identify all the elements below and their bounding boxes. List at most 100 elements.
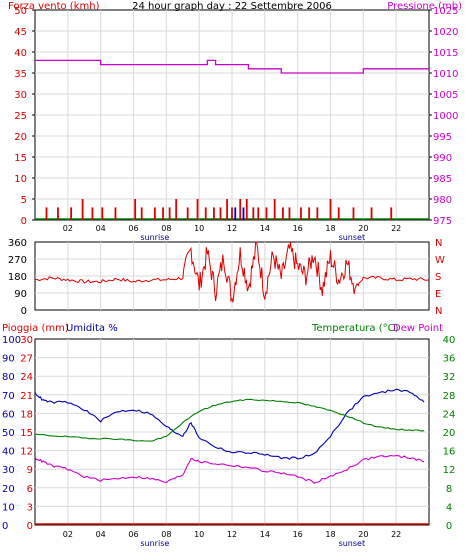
- humidity-tick-label: 90: [2, 354, 15, 365]
- humidity-tick-label: 70: [2, 391, 15, 402]
- temperature-tick-label: 4: [446, 502, 452, 513]
- hour-tick-label: 06: [128, 224, 138, 233]
- wind-bar: [370, 207, 373, 220]
- wind-bar: [114, 207, 117, 220]
- pressure-line: [35, 59, 429, 74]
- wind-tick-label: 35: [14, 69, 27, 80]
- temperature-tick-label: 40: [443, 335, 456, 346]
- direction-tick-label: 270: [8, 255, 27, 266]
- humidity-tick-label: 20: [2, 484, 15, 495]
- rain-humidity-temp-grid: [35, 339, 429, 525]
- humidity-tick-label: 60: [2, 409, 15, 420]
- rain-tick-label: 0: [27, 521, 33, 532]
- rain-tick-label: 24: [20, 372, 33, 383]
- hour-tick-label: 10: [194, 224, 204, 233]
- wind-bar: [81, 199, 84, 220]
- wind-bar: [288, 207, 291, 220]
- wind-pressure-labels: 0510152025303540455097598098599099510001…: [14, 6, 458, 242]
- wind-bar: [219, 207, 222, 220]
- hour-tick-label: 08: [161, 224, 171, 233]
- wind-bar: [300, 207, 302, 220]
- wind-direction-line: [34, 241, 430, 303]
- wind-direction-marks: [34, 241, 430, 303]
- wind-pressure-marks: [35, 59, 429, 220]
- rain-humidity-temp-marks: [34, 388, 429, 525]
- rain-tick-label: 21: [20, 391, 33, 402]
- humidity-tick-label: 50: [2, 428, 15, 439]
- wind-bar: [134, 199, 137, 220]
- hour-tick-label: 12: [227, 530, 237, 539]
- wind-tick-label: 45: [14, 27, 27, 38]
- wind-bar: [45, 207, 48, 220]
- compass-tick-label: N: [435, 306, 442, 317]
- rain-tick-label: 6: [27, 484, 33, 495]
- hour-tick-label: 04: [96, 224, 106, 233]
- wind-bar: [239, 199, 242, 220]
- pressure-axis-title: Pressione (mb): [387, 1, 462, 12]
- compass-tick-label: N: [435, 238, 442, 249]
- wind-bar: [252, 207, 255, 220]
- wind-tick-label: 5: [21, 195, 27, 206]
- humidity-tick-label: 0: [2, 521, 8, 532]
- hour-tick-label: 22: [391, 224, 401, 233]
- wind-tick-label: 30: [14, 90, 27, 101]
- direction-tick-label: 360: [8, 238, 27, 249]
- compass-tick-label: S: [435, 272, 441, 283]
- hour-tick-label: 14: [260, 224, 270, 233]
- temperature-tick-label: 8: [446, 484, 452, 495]
- wind-tick-label: 40: [14, 48, 27, 59]
- humidity-axis-title: Umidita %: [66, 323, 118, 334]
- rain-tick-label: 18: [20, 409, 33, 420]
- wind-tick-label: 10: [14, 174, 27, 185]
- temperature-tick-label: 36: [443, 354, 456, 365]
- temperature-tick-label: 12: [443, 465, 456, 476]
- hour-tick-label: 16: [293, 530, 303, 539]
- wind-bar: [390, 207, 393, 220]
- hour-tick-label: 02: [63, 530, 73, 539]
- sun-marker-label: sunset: [339, 233, 366, 242]
- direction-tick-label: 0: [21, 306, 27, 317]
- hour-tick-label: 02: [63, 224, 73, 233]
- humidity-tick-label: 100: [2, 335, 21, 346]
- hour-tick-label: 04: [96, 530, 106, 539]
- pressure-tick-label: 1025: [433, 6, 458, 17]
- dewpoint-line: [34, 454, 425, 484]
- wind-axis-title: Forza vento (kmh): [8, 1, 100, 12]
- compass-tick-label: W: [435, 255, 445, 266]
- hour-tick-label: 10: [194, 530, 204, 539]
- hour-tick-label: 16: [293, 224, 303, 233]
- wind-direction-labels: 0 N 90 E 180 S 270 W 360 N: [8, 238, 445, 317]
- hour-tick-label: 20: [358, 530, 368, 539]
- temperature-tick-label: 20: [443, 428, 456, 439]
- hour-tick-label: 06: [128, 530, 138, 539]
- wind-bar: [70, 207, 73, 220]
- wind-bar: [162, 207, 164, 220]
- direction-tick-label: 180: [8, 272, 27, 283]
- hour-tick-label: 18: [325, 530, 335, 539]
- pressure-tick-label: 1005: [433, 90, 458, 101]
- wind-bar: [281, 207, 284, 220]
- wind-bar: [257, 207, 260, 220]
- sun-marker-label: sunrise: [140, 233, 169, 242]
- sun-marker-label: sunrise: [140, 539, 169, 548]
- humidity-tick-label: 40: [2, 447, 15, 458]
- temperature-tick-label: 0: [446, 521, 452, 532]
- wind-bar: [175, 199, 178, 220]
- wind-bar: [101, 207, 104, 220]
- direction-tick-label: 90: [14, 289, 27, 300]
- humidity-tick-label: 10: [2, 502, 15, 513]
- wind-bar: [242, 207, 245, 220]
- chart-title: 24 hour graph day : 22 Settembre 2006: [132, 1, 332, 12]
- temperature-line: [34, 398, 425, 442]
- sun-marker-label: sunset: [339, 539, 366, 548]
- humidity-tick-label: 80: [2, 372, 15, 383]
- temperature-axis-title: Temperatura (°C): [311, 323, 399, 334]
- temperature-tick-label: 28: [443, 391, 456, 402]
- temperature-tick-label: 24: [443, 409, 456, 420]
- hour-tick-label: 18: [325, 224, 335, 233]
- wind-bar: [226, 199, 228, 220]
- pressure-tick-label: 1015: [433, 48, 458, 59]
- temperature-tick-label: 16: [443, 447, 456, 458]
- wind-bar: [352, 207, 355, 220]
